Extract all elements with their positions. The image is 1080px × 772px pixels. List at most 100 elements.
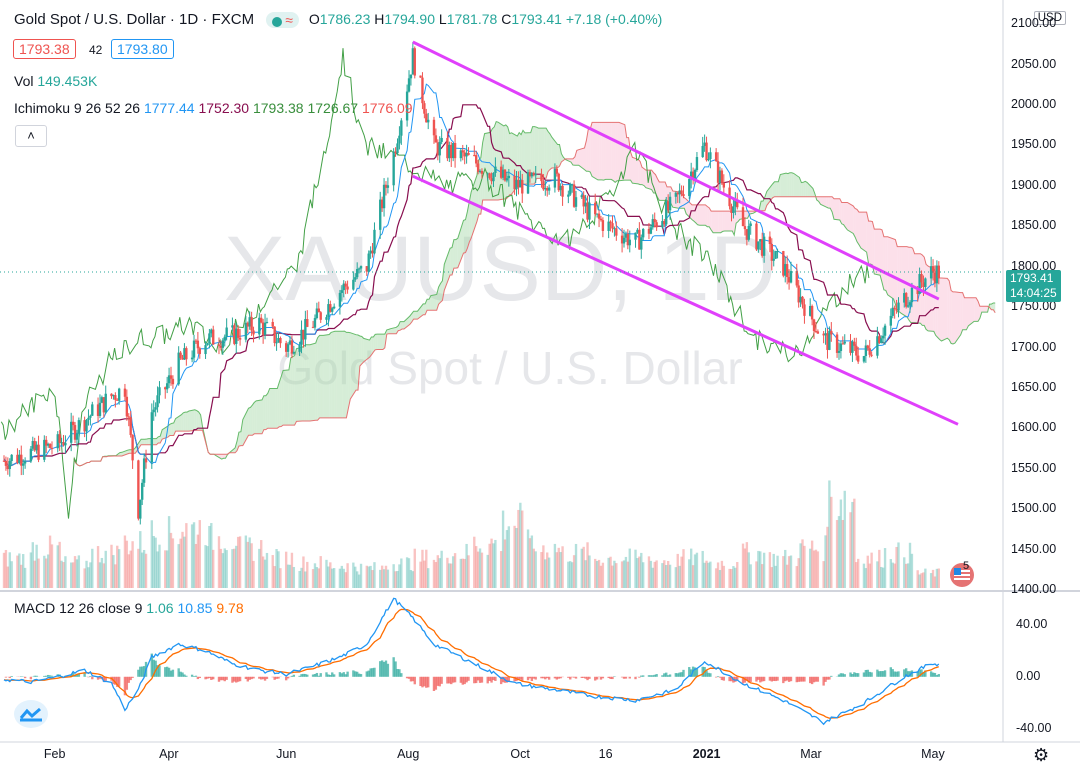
- candle-body: [486, 173, 489, 175]
- candle-body: [749, 223, 752, 226]
- candle-body: [2, 460, 6, 462]
- candle-body: [382, 184, 386, 209]
- macd-histogram-bar: [810, 676, 814, 685]
- candle-body: [45, 439, 48, 446]
- macd-histogram-bar: [507, 676, 511, 682]
- tradingview-logo-button[interactable]: [14, 700, 48, 728]
- candle-body: [904, 293, 908, 307]
- candle-body: [325, 317, 328, 320]
- volume-bar: [586, 542, 589, 588]
- candle-body: [137, 460, 140, 519]
- time-axis-label: 2021: [692, 747, 721, 761]
- macd-histogram-bar: [486, 676, 489, 684]
- candle-body: [889, 315, 893, 326]
- volume-bar: [626, 561, 630, 588]
- volume-bar: [198, 520, 201, 588]
- ichimoku-cloud-segment: [524, 132, 531, 185]
- ichimoku-cloud-segment: [482, 133, 485, 200]
- volume-bar: [609, 556, 612, 588]
- bar-countdown: 14:04:25: [1010, 286, 1057, 300]
- ichimoku-cloud-segment: [256, 399, 262, 434]
- volume-bar: [707, 562, 710, 588]
- volume-legend[interactable]: Vol 149.453K: [14, 73, 98, 89]
- ichimoku-cloud-segment: [617, 122, 620, 181]
- macd-histogram-bar: [745, 676, 749, 681]
- chikou-span-line: [0, 48, 870, 519]
- volume-bar: [16, 555, 19, 588]
- buy-button[interactable]: 1793.80: [111, 39, 174, 59]
- event-badge[interactable]: 5: [946, 560, 978, 593]
- collapse-legend-button[interactable]: ˄: [15, 125, 47, 147]
- volume-bar: [855, 562, 858, 588]
- macd-histogram-bar: [177, 668, 180, 677]
- ichimoku-cloud-segment: [937, 277, 940, 340]
- volume-bar: [749, 564, 752, 588]
- volume-bar: [110, 544, 113, 588]
- candle-body: [210, 329, 213, 334]
- candle-body: [85, 419, 88, 432]
- candle-body: [906, 305, 910, 307]
- macd-histogram-bar: [354, 671, 357, 677]
- volume-bar: [918, 574, 921, 588]
- volume-bar: [599, 565, 603, 588]
- volume-bar: [219, 548, 223, 588]
- candle-body: [822, 333, 825, 336]
- macd-histogram-bar: [544, 676, 547, 680]
- candle-body: [181, 357, 184, 360]
- ichimoku-cloud-segment: [601, 122, 604, 181]
- candle-body: [772, 258, 775, 261]
- volume-bar: [705, 560, 708, 588]
- ichimoku-cloud-segment: [605, 122, 612, 180]
- volume-bar: [776, 555, 779, 588]
- price-axis[interactable]: USD 2100.00 2050.00 2000.00 1950.00 1900.00 1…: [1003, 0, 1080, 596]
- macd-histogram-bar: [8, 676, 11, 679]
- macd-histogram-bar: [217, 676, 221, 682]
- volume-bar: [313, 563, 317, 588]
- macd-histogram-bar: [83, 673, 86, 677]
- volume-bar: [359, 563, 363, 588]
- macd-histogram-bar: [628, 676, 631, 679]
- market-status-badge[interactable]: ≈: [265, 12, 299, 29]
- macd-histogram-bar: [77, 673, 81, 677]
- candle-body: [342, 283, 345, 291]
- candle-body: [398, 135, 401, 144]
- macd-histogram-bar: [263, 676, 267, 681]
- currency-label[interactable]: USD: [1033, 11, 1066, 25]
- volume-bar: [123, 535, 127, 588]
- volume-bar: [824, 535, 827, 588]
- macd-histogram-bar: [640, 675, 643, 677]
- symbol-title[interactable]: Gold Spot / U.S. Dollar · 1D · FXCM: [14, 11, 255, 28]
- ichimoku-cloud-segment: [966, 297, 969, 330]
- ichimoku-cloud-segment: [413, 311, 416, 320]
- candle-body: [830, 330, 833, 335]
- ichimoku-legend[interactable]: Ichimoku 9 26 52 26 1777.44 1752.30 1793…: [14, 100, 413, 116]
- candle-body: [359, 266, 363, 269]
- macd-histogram-bar: [96, 676, 100, 680]
- volume-bar: [465, 543, 468, 588]
- volume-bar: [768, 552, 772, 588]
- volume-bar: [743, 548, 747, 588]
- macd-histogram-bar: [611, 676, 614, 680]
- ichimoku-cloud-segment: [691, 204, 694, 222]
- settings-gear-icon[interactable]: ⚙: [1033, 745, 1050, 765]
- candle-body: [814, 331, 818, 333]
- volume-bar: [515, 528, 518, 588]
- candle-body: [782, 251, 785, 276]
- macd-histogram-bar: [340, 673, 344, 677]
- volume-bar: [164, 550, 167, 588]
- candle-body: [626, 233, 630, 246]
- macd-legend[interactable]: MACD 12 26 close 9 1.06 10.85 9.78: [14, 600, 244, 616]
- candle-body: [594, 202, 597, 215]
- ichimoku-cloud-segment: [238, 431, 241, 447]
- macd-histogram-bar: [567, 676, 570, 678]
- macd-histogram-bar: [250, 676, 253, 680]
- sell-button[interactable]: 1793.38: [13, 39, 76, 59]
- ichimoku-cloud-segment: [158, 436, 161, 443]
- candle-body: [206, 342, 209, 346]
- macd-histogram-bar: [302, 673, 305, 677]
- candle-body: [557, 173, 560, 191]
- candle-body: [559, 185, 562, 191]
- volume-bar: [31, 542, 34, 588]
- volume-bar: [125, 540, 129, 588]
